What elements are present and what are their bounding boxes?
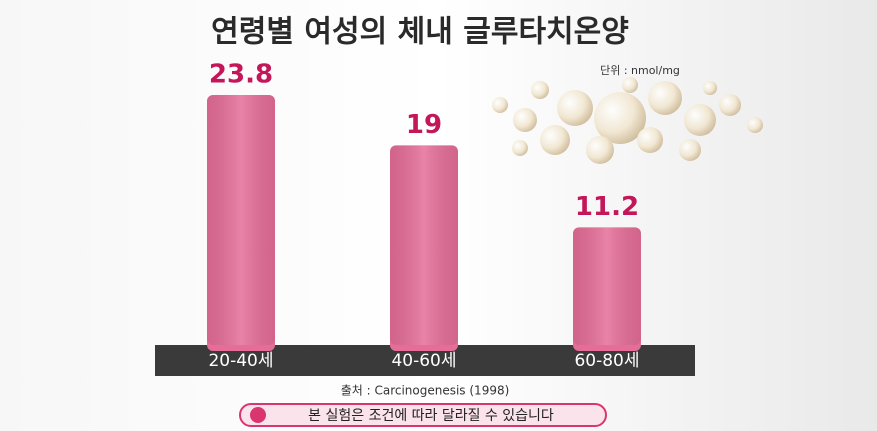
note-icon <box>250 407 266 423</box>
value-label: 23.8 <box>209 60 273 90</box>
x-tick-label: 40-60세 <box>391 351 456 371</box>
bar-shade <box>207 95 275 345</box>
value-label: 11.2 <box>575 192 639 222</box>
bar-shade <box>573 227 641 345</box>
x-tick-label: 60-80세 <box>574 351 639 371</box>
chart-title: 연령별 여성의 체내 글루타치온양 <box>211 15 629 50</box>
value-label: 19 <box>406 110 442 140</box>
bar-shade <box>390 145 458 345</box>
x-tick-label: 20-40세 <box>208 351 273 371</box>
note-label: 본 실험은 조건에 따라 달라질 수 있습니다 <box>308 408 554 424</box>
note-box <box>239 403 607 427</box>
pearl-decoration <box>492 77 763 164</box>
source-label: 출처 : Carcinogenesis (1998) <box>341 384 510 398</box>
unit-label: 단위 : nmol/mg <box>600 64 680 77</box>
